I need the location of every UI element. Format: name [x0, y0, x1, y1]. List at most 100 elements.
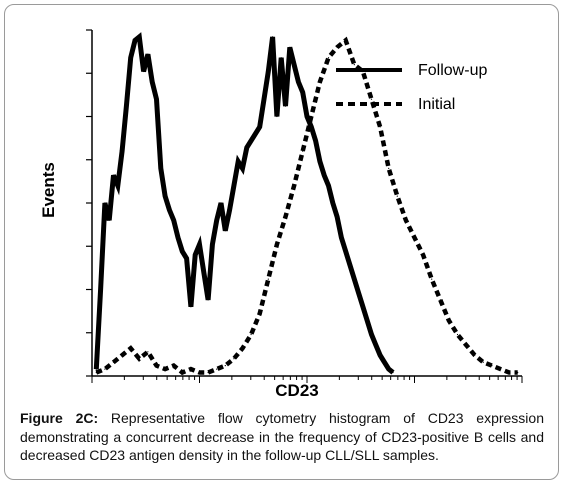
data-point-follow-up: [362, 306, 364, 308]
x-axis-label: CD23: [275, 381, 318, 400]
data-point-follow-up: [263, 98, 265, 100]
plot-area: [93, 32, 519, 376]
data-point-initial: [448, 320, 450, 322]
data-point-initial: [456, 333, 459, 336]
data-point-follow-up: [198, 243, 201, 246]
y-axis-label: Events: [39, 162, 58, 218]
data-point-follow-up: [173, 219, 175, 221]
data-point-follow-up: [289, 46, 291, 48]
data-point-follow-up: [366, 320, 368, 322]
data-point-follow-up: [332, 202, 334, 204]
data-point-initial: [319, 81, 321, 83]
data-point-follow-up: [155, 98, 158, 100]
data-point-follow-up: [134, 39, 136, 42]
legend: Follow-up Initial: [336, 62, 487, 113]
data-point-follow-up: [95, 368, 97, 370]
data-point-initial: [181, 371, 183, 374]
legend-label-follow-up: Follow-up: [418, 62, 487, 79]
data-point-initial: [267, 278, 269, 280]
data-point-follow-up: [194, 254, 196, 256]
data-point-initial: [138, 358, 140, 360]
histogram-chart: CD23 Events Follow-up Initial: [39, 29, 523, 400]
data-point-initial: [310, 115, 312, 118]
data-point-initial: [422, 254, 424, 256]
data-point-follow-up: [319, 160, 321, 163]
data-point-initial: [345, 39, 347, 42]
data-point-initial: [95, 371, 97, 374]
data-point-follow-up: [353, 278, 355, 280]
data-point-follow-up: [229, 209, 231, 211]
data-point-initial: [405, 219, 407, 221]
data-point-initial: [508, 371, 510, 374]
data-point-initial: [336, 46, 338, 48]
data-point-follow-up: [284, 105, 287, 107]
data-point-initial: [517, 371, 519, 374]
data-point-follow-up: [293, 64, 295, 66]
data-point-follow-up: [272, 36, 274, 38]
figure-caption: Figure 2C: Representative flow cytometry…: [20, 409, 544, 465]
series-line-initial: [95, 36, 518, 376]
data-point-follow-up: [392, 371, 394, 374]
data-point-initial: [353, 64, 355, 66]
data-point-initial: [155, 365, 158, 367]
data-point-initial: [293, 185, 295, 187]
data-point-follow-up: [112, 174, 115, 176]
data-point-follow-up: [168, 209, 170, 211]
data-point-follow-up: [125, 105, 127, 107]
axes: [86, 29, 523, 383]
data-point-initial: [241, 347, 244, 349]
data-point-follow-up: [250, 140, 252, 142]
data-point-follow-up: [160, 167, 162, 169]
data-point-follow-up: [138, 36, 140, 38]
data-point-initial: [413, 237, 416, 239]
data-point-follow-up: [383, 361, 385, 363]
data-point-follow-up: [259, 126, 261, 128]
data-point-initial: [190, 368, 192, 370]
data-point-follow-up: [220, 202, 222, 204]
data-point-initial: [104, 368, 106, 370]
data-point-follow-up: [181, 250, 183, 252]
data-point-follow-up: [379, 354, 381, 356]
data-point-follow-up: [224, 230, 226, 232]
data-point-follow-up: [340, 237, 342, 239]
data-point-initial: [388, 167, 390, 169]
data-point-follow-up: [104, 202, 106, 204]
data-point-follow-up: [186, 257, 188, 259]
data-point-initial: [491, 365, 493, 367]
data-point-initial: [465, 344, 467, 346]
caption-lead: Figure 2C:: [20, 410, 99, 426]
data-point-follow-up: [233, 185, 235, 187]
data-point-initial: [302, 150, 304, 152]
data-point-initial: [198, 371, 201, 374]
data-point-follow-up: [143, 70, 145, 73]
data-point-follow-up: [375, 344, 377, 346]
data-point-follow-up: [164, 195, 166, 197]
data-point-follow-up: [388, 368, 390, 370]
data-point-follow-up: [147, 53, 149, 55]
data-point-follow-up: [203, 271, 205, 273]
data-point-initial: [112, 361, 115, 363]
data-point-initial: [147, 351, 149, 353]
data-point-follow-up: [241, 167, 244, 169]
data-point-follow-up: [108, 219, 110, 221]
data-point-follow-up: [207, 299, 209, 301]
data-point-follow-up: [345, 250, 347, 252]
data-point-initial: [431, 278, 433, 280]
data-point-follow-up: [336, 216, 338, 218]
data-point-follow-up: [349, 264, 351, 266]
data-point-follow-up: [151, 81, 153, 83]
caption-text: Representative flow cytometry histogram …: [20, 410, 544, 463]
data-point-follow-up: [323, 174, 325, 176]
data-point-follow-up: [237, 160, 239, 163]
data-point-follow-up: [190, 306, 192, 308]
data-point-initial: [474, 354, 476, 356]
data-point-follow-up: [358, 292, 360, 294]
data-point-follow-up: [254, 133, 256, 135]
data-point-follow-up: [130, 57, 132, 59]
data-point-initial: [396, 195, 398, 197]
data-point-initial: [439, 299, 441, 301]
data-point-initial: [121, 354, 123, 356]
data-point-initial: [327, 57, 330, 59]
data-point-follow-up: [297, 81, 299, 83]
data-point-follow-up: [276, 115, 278, 118]
